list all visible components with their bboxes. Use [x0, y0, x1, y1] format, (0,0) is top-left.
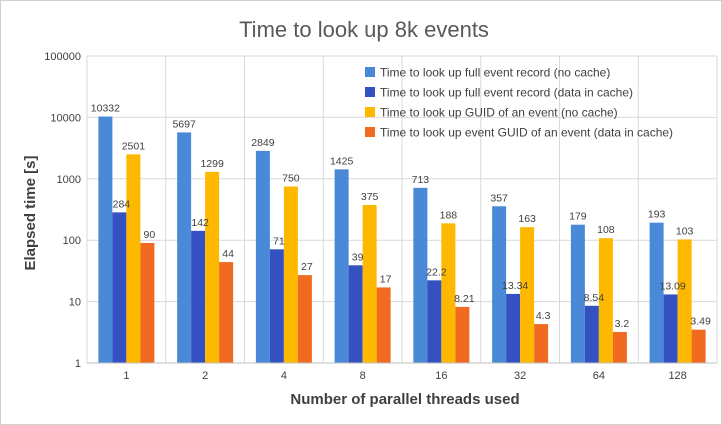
y-axis-title: Elapsed time [s] [22, 155, 39, 270]
bar [205, 171, 220, 363]
data-label: 357 [490, 192, 508, 204]
data-label: 284 [113, 198, 131, 210]
legend-entry: Time to look up full event record (no ca… [380, 66, 610, 80]
y-tick-label: 100 [63, 235, 81, 247]
data-label: 90 [144, 229, 156, 241]
chart-title: Time to look up 8k events [239, 17, 489, 42]
bar [362, 204, 377, 363]
x-tick-label: 2 [202, 370, 208, 382]
data-label: 1299 [200, 158, 224, 170]
y-tick-label: 1000 [57, 174, 81, 186]
data-label: 750 [282, 172, 300, 184]
data-label: 179 [569, 211, 587, 223]
legend-swatch [365, 87, 375, 97]
bars [98, 116, 706, 363]
bar [255, 150, 270, 363]
data-label: 27 [301, 261, 313, 273]
x-tick-label: 16 [435, 370, 447, 382]
bar [441, 223, 456, 363]
x-tick-label: 8 [360, 370, 366, 382]
bar [191, 230, 206, 363]
data-label: 163 [518, 213, 536, 225]
data-label: 4.3 [536, 310, 551, 322]
bar [663, 294, 678, 363]
bar [140, 243, 155, 363]
data-label: 713 [412, 174, 430, 186]
legend-swatch [365, 67, 375, 77]
bar [283, 186, 298, 363]
bar [376, 287, 391, 363]
bar [570, 224, 585, 363]
data-label: 142 [191, 217, 209, 229]
bar [677, 239, 692, 363]
bar [348, 265, 363, 363]
data-label: 375 [361, 191, 379, 203]
legend-swatch [365, 127, 375, 137]
x-tick-label: 1 [123, 370, 129, 382]
data-label: 3.49 [690, 316, 711, 328]
bar [177, 132, 192, 363]
data-label: 22.2 [426, 266, 447, 278]
data-label: 13.34 [502, 280, 528, 292]
bar [455, 306, 470, 363]
data-label: 44 [222, 248, 234, 260]
bar [492, 206, 507, 363]
bar [649, 222, 664, 363]
bar [427, 280, 442, 363]
bar [112, 212, 127, 363]
bar [98, 116, 113, 363]
bar [506, 293, 521, 363]
bar [534, 324, 549, 363]
data-label: 1425 [330, 155, 354, 167]
bar [219, 262, 234, 363]
legend-entry: Time to look up event GUID of an event (… [380, 126, 673, 140]
data-label: 108 [597, 224, 615, 236]
x-tick-label: 4 [281, 370, 287, 382]
bar [598, 238, 613, 363]
bar [520, 227, 535, 363]
legend-entry: Time to look up GUID of an event (no cac… [380, 106, 618, 120]
data-label: 188 [440, 209, 458, 221]
y-tick-label: 10000 [50, 112, 81, 124]
data-label: 17 [380, 273, 392, 285]
bar [297, 275, 312, 363]
bar [691, 329, 706, 363]
data-label: 39 [352, 251, 364, 263]
legend-entry: Time to look up full event record (data … [380, 86, 633, 100]
bar [413, 187, 428, 363]
data-label: 3.2 [615, 318, 630, 330]
bar [269, 249, 284, 363]
y-tick-label: 100000 [44, 51, 81, 63]
legend-swatch [365, 107, 375, 117]
data-label: 10332 [91, 103, 120, 115]
x-tick-label: 128 [668, 370, 686, 382]
y-tick-label: 1 [75, 358, 81, 370]
legend: Time to look up full event record (no ca… [365, 66, 673, 140]
data-label: 103 [676, 225, 694, 237]
x-axis-title: Number of parallel threads used [290, 391, 519, 408]
bar [126, 154, 141, 363]
data-label: 193 [648, 209, 666, 221]
bar [584, 305, 599, 363]
data-label: 5697 [172, 118, 196, 130]
data-label: 2849 [251, 137, 275, 149]
data-label: 8.21 [454, 293, 475, 305]
data-label: 2501 [122, 140, 146, 152]
data-label: 71 [273, 235, 285, 247]
data-labels: 10332 284 2501 90 5697 142 1299 44 2849 71 750 27 14… [91, 103, 711, 330]
x-tick-label: 64 [593, 370, 605, 382]
x-tick-label: 32 [514, 370, 526, 382]
bar [334, 169, 349, 363]
bar [612, 331, 627, 363]
axes: 1 10 100 1000 10000 100000 1 2 4 8 16 32 64 128 [44, 51, 717, 382]
data-label: 13.09 [659, 280, 685, 292]
data-label: 8.54 [584, 292, 605, 304]
y-tick-label: 10 [69, 297, 81, 309]
